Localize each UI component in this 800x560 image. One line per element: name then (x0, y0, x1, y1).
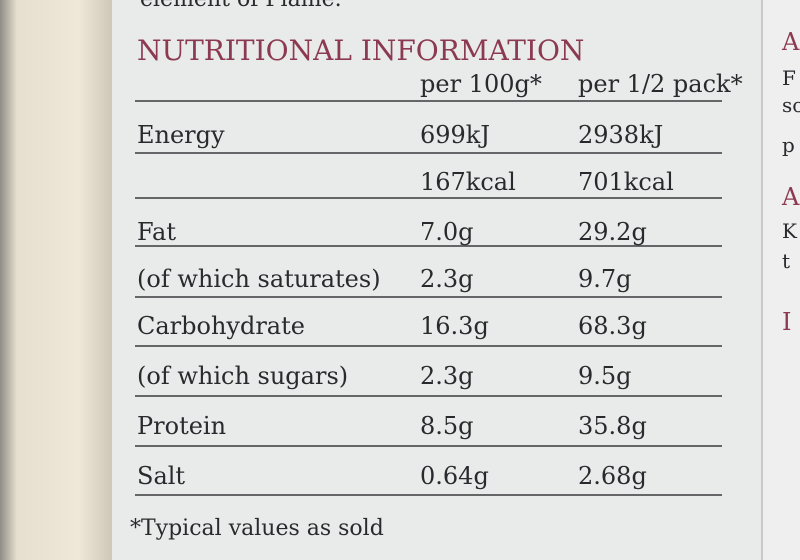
nutrient-value: 8.5g (420, 412, 474, 440)
nutrient-value: 0.64g (420, 462, 489, 490)
nutrient-value: 35.8g (578, 412, 647, 440)
nutrient-value: 699kJ (420, 121, 490, 149)
nutrient-name: Energy (137, 121, 225, 149)
nutrient-value: 29.2g (578, 218, 647, 246)
nutrient-name: Salt (137, 462, 185, 490)
side-text: so (782, 93, 800, 117)
nutrient-value: 2.3g (420, 265, 474, 293)
side-text: A (781, 28, 800, 56)
column-header: per 1/2 pack* (578, 70, 743, 98)
nutrient-name: Protein (137, 412, 226, 440)
side-text: A (781, 183, 800, 211)
footnote: *Typical values as sold (130, 516, 384, 541)
side-text: t (782, 249, 790, 273)
nutrient-name: (of which saturates) (137, 265, 381, 293)
side-paper (762, 0, 800, 560)
nutrient-value: 2.3g (420, 362, 474, 390)
nutrient-value: 167kcal (420, 168, 516, 196)
nutrient-value: 68.3g (578, 312, 647, 340)
top-text: element of Flame. (140, 0, 342, 12)
nutrient-value: 7.0g (420, 218, 474, 246)
side-text: I (782, 308, 791, 336)
nutrient-value: 2.68g (578, 462, 647, 490)
label-paper (112, 0, 762, 560)
table-title: NUTRITIONAL INFORMATION (137, 34, 584, 67)
package-edge (0, 0, 112, 560)
nutrient-name: (of which sugars) (137, 362, 348, 390)
nutrient-value: 16.3g (420, 312, 489, 340)
side-text: p (782, 133, 795, 157)
nutrient-name: Fat (137, 218, 176, 246)
nutrient-name: Carbohydrate (137, 312, 305, 340)
nutrition-table: per 100g* per 1/2 pack* Energy 699kJ 2938kJ 1… (135, 70, 743, 496)
nutrient-value: 9.5g (578, 362, 632, 390)
nutrient-value: 701kcal (578, 168, 674, 196)
side-text: F (782, 66, 796, 90)
nutrient-value: 2938kJ (578, 121, 663, 149)
nutrient-value: 9.7g (578, 265, 632, 293)
side-text: K (782, 219, 798, 243)
column-header: per 100g* (420, 70, 542, 98)
